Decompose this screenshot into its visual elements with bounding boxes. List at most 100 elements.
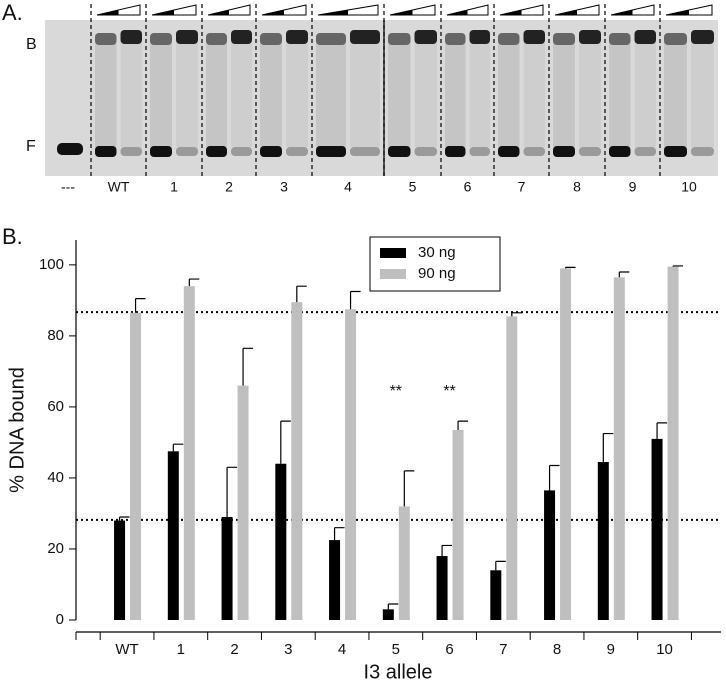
gel-band (231, 147, 252, 156)
gel-band (176, 147, 198, 156)
gel-smear (498, 42, 520, 147)
gel-smear (579, 42, 601, 147)
gel-band (664, 33, 687, 45)
bar (436, 556, 448, 620)
bar (651, 438, 663, 620)
gel-band (57, 143, 83, 155)
x-axis-label: I3 allele (364, 661, 433, 683)
y-tick-label: 20 (47, 540, 64, 557)
lane-label: 8 (573, 179, 581, 195)
bar (398, 506, 410, 620)
legend-swatch (380, 269, 406, 279)
concentration-wedge-fill (262, 10, 284, 15)
x-tick-label: 5 (392, 641, 400, 658)
bar (613, 277, 625, 620)
error-bar (349, 290, 361, 310)
error-bar (511, 312, 522, 317)
bar (560, 268, 572, 620)
bar (490, 570, 502, 620)
gel-smear (469, 42, 490, 147)
x-tick-label: 6 (445, 641, 453, 658)
lane-label: 7 (518, 179, 526, 195)
legend-label: 90 ng (418, 265, 456, 282)
error-bar (602, 432, 614, 462)
concentration-wedge-fill (390, 10, 413, 15)
concentration-wedge-fill (611, 10, 633, 15)
gel-smear (634, 42, 656, 147)
gel-smear (350, 42, 380, 147)
gel-smear (120, 42, 142, 147)
y-tick-label: 0 (56, 611, 64, 628)
gel-smear (95, 42, 117, 147)
gel-band (95, 33, 117, 45)
x-tick-label: 8 (553, 641, 561, 658)
gel-smear (691, 42, 714, 147)
bar (452, 430, 464, 620)
error-bar (118, 516, 130, 521)
bar (345, 309, 357, 620)
lane-label: 5 (409, 179, 417, 195)
gel-smear (286, 42, 308, 147)
gel-smear (231, 42, 252, 147)
bar (221, 517, 233, 620)
error-bar (672, 265, 684, 267)
bar (130, 312, 142, 620)
gel-band (231, 30, 252, 44)
legend-label: 30 ng (418, 244, 456, 261)
gel-band (95, 146, 117, 157)
lane-label: 1 (170, 179, 178, 195)
error-bar (387, 603, 399, 610)
gel-band (414, 30, 437, 44)
bar (183, 286, 195, 620)
gel-band (579, 30, 601, 44)
concentration-wedge-fill (97, 10, 119, 15)
error-bar (618, 271, 630, 278)
gel-band (634, 147, 656, 156)
bar (506, 316, 518, 620)
y-axis-label: % DNA bound (6, 367, 28, 493)
gel-band (498, 146, 520, 157)
error-bar (134, 297, 146, 313)
gel-band (286, 30, 308, 44)
bar (291, 302, 303, 620)
gel-band (316, 146, 346, 157)
annotation: ** (390, 383, 402, 400)
bar (167, 451, 179, 620)
bar (237, 385, 249, 620)
band-label: B (26, 36, 37, 53)
error-bar (242, 347, 254, 386)
concentration-wedge-fill (447, 10, 468, 15)
gel-band (388, 33, 411, 45)
gel-smear (260, 42, 282, 147)
y-tick-label: 40 (47, 469, 64, 486)
bar (382, 609, 394, 620)
gel-smear (388, 42, 411, 147)
error-bar (280, 420, 291, 464)
x-tick-label: 2 (230, 641, 238, 658)
y-tick-label: 100 (39, 256, 64, 273)
gel-band (523, 30, 545, 44)
gel-smear (176, 42, 198, 147)
gel-band (206, 33, 227, 45)
gel-band (553, 146, 575, 157)
gel-band (609, 146, 631, 157)
gel-smear (150, 42, 172, 147)
error-bar (495, 560, 506, 571)
gel-band (634, 30, 656, 44)
gel-smear (445, 42, 466, 147)
gel-band (553, 33, 575, 45)
lane-label: --- (61, 179, 75, 195)
error-bar (548, 464, 560, 491)
legend-swatch (380, 248, 406, 258)
gel-band (286, 147, 308, 156)
x-tick-label: 1 (177, 641, 185, 658)
concentration-wedge-fill (666, 10, 689, 15)
concentration-wedge-fill (555, 10, 577, 15)
error-bar (188, 278, 200, 287)
bar (544, 490, 556, 620)
gel-band (176, 30, 198, 44)
gel-band (523, 147, 545, 156)
lane-label: 6 (464, 179, 472, 195)
gel-band (350, 30, 380, 44)
